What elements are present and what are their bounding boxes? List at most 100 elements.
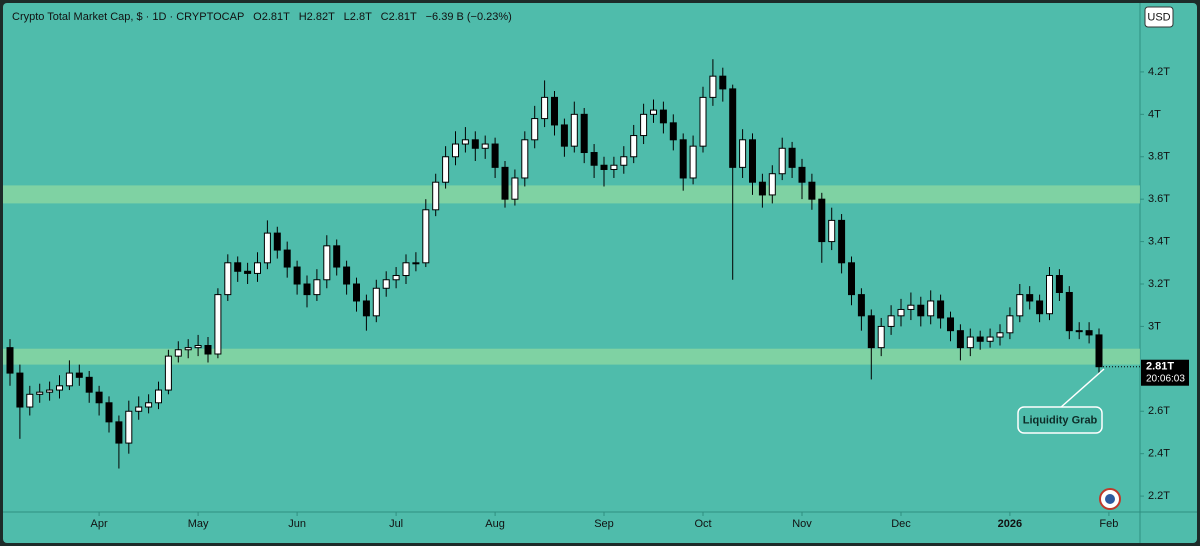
ohlc-high: H2.82T — [299, 11, 335, 23]
last-price-box — [1141, 359, 1189, 386]
currency-label[interactable]: USD — [1147, 11, 1170, 23]
candle-body — [184, 347, 192, 351]
candles — [6, 59, 1103, 469]
candle-body — [768, 173, 776, 196]
candle-body — [600, 164, 608, 170]
candle-body — [927, 300, 935, 317]
candle-body — [679, 139, 687, 179]
candle-body — [214, 294, 222, 355]
candle-body — [16, 372, 24, 408]
logo — [1099, 488, 1121, 510]
candle-body — [452, 143, 459, 158]
candle-body — [1006, 315, 1014, 334]
candle-body — [630, 135, 638, 158]
candle-body — [531, 118, 539, 141]
candle-body — [956, 330, 964, 349]
candle-body — [194, 345, 202, 349]
candle-body — [570, 113, 578, 147]
zone — [3, 185, 1140, 204]
x-tick-label: 2026 — [998, 518, 1022, 530]
candle-body — [966, 336, 974, 349]
candle-body — [105, 402, 113, 423]
candle-body — [65, 372, 73, 387]
candle-body — [402, 262, 410, 277]
y-tick-label: 3.2T — [1148, 278, 1170, 290]
candle-body — [1036, 300, 1044, 315]
candle-body — [412, 262, 420, 265]
y-tick-label: 3.6T — [1148, 193, 1170, 205]
candle-body — [362, 300, 370, 317]
x-tick-label: Apr — [91, 518, 108, 530]
candle-body — [947, 317, 954, 332]
candle-body — [254, 262, 261, 274]
candle-body — [857, 294, 865, 317]
candle-body — [778, 147, 786, 175]
candle-body — [907, 304, 915, 310]
candle-body — [392, 275, 400, 281]
zone — [3, 348, 1140, 365]
candle-body — [432, 181, 440, 211]
candle-body — [125, 410, 133, 444]
candle-body — [75, 372, 83, 378]
candle-body — [1016, 294, 1024, 317]
candle-body — [937, 300, 945, 319]
annotation: Liquidity Grab — [1017, 368, 1105, 434]
x-tick-label: May — [188, 518, 209, 530]
candle-body — [818, 198, 826, 243]
candle-body — [640, 113, 648, 137]
chart-legend: Crypto Total Market Cap, $ · 1D · CRYPTO… — [12, 11, 512, 23]
countdown: 20:06:03 — [1146, 373, 1185, 384]
candle-body — [1085, 330, 1093, 336]
ohlc-change: −6.39 B (−0.23%) — [426, 11, 512, 23]
candle-body — [491, 143, 499, 168]
candle-body — [224, 262, 232, 296]
ohlc-open: O2.81T — [253, 11, 290, 23]
candle-body — [976, 336, 984, 342]
candle-body — [511, 177, 519, 200]
candle-body — [709, 75, 717, 98]
candle-body — [26, 393, 34, 408]
candle-body — [422, 209, 430, 264]
x-tick-label: Oct — [694, 518, 711, 530]
currency-button[interactable] — [1144, 6, 1174, 28]
logo-icon — [1105, 494, 1115, 504]
x-tick-label: Sep — [594, 518, 614, 530]
x-tick-label: Dec — [891, 518, 911, 530]
candle-body — [917, 304, 925, 317]
y-tick-label: 3.8T — [1148, 151, 1170, 163]
candle-body — [372, 287, 380, 317]
candle-body — [234, 262, 242, 272]
y-tick-label: 3.4T — [1148, 236, 1170, 248]
candle-body — [283, 249, 291, 268]
candle-body — [46, 389, 54, 393]
candle-body — [610, 164, 618, 170]
candle-body — [580, 113, 588, 154]
candle-body — [650, 109, 657, 115]
candle-body — [303, 283, 311, 296]
x-tick-label: Jun — [288, 518, 306, 530]
candle-body — [155, 389, 162, 404]
candle-body — [798, 166, 806, 183]
candle-body — [828, 219, 836, 243]
candle-body — [541, 96, 549, 120]
candle-body — [1026, 294, 1034, 302]
candle-body — [887, 315, 895, 327]
candle-body — [135, 406, 143, 412]
annotation-text: Liquidity Grab — [1023, 414, 1098, 426]
candle-body — [145, 402, 153, 408]
candle-body — [1075, 330, 1083, 333]
candle-body — [95, 391, 103, 404]
candle-body — [867, 315, 875, 349]
candle-body — [560, 124, 568, 147]
y-tick-label: 2.4T — [1148, 448, 1170, 460]
candle-body — [343, 266, 351, 285]
candle-body — [273, 232, 281, 251]
candle-body — [669, 122, 677, 141]
y-tick-label: 4T — [1148, 108, 1161, 120]
axes: 2.2T 2.4T 2.6T 3T 3.2T 3.4T 3.6T 3.8T 4T 4.2T Apr M… — [91, 66, 1189, 530]
candle-body — [1055, 275, 1063, 293]
x-tick-label: Jul — [389, 518, 403, 530]
candle-body — [471, 139, 479, 149]
candle-body — [164, 355, 172, 391]
candle-body — [204, 345, 212, 355]
